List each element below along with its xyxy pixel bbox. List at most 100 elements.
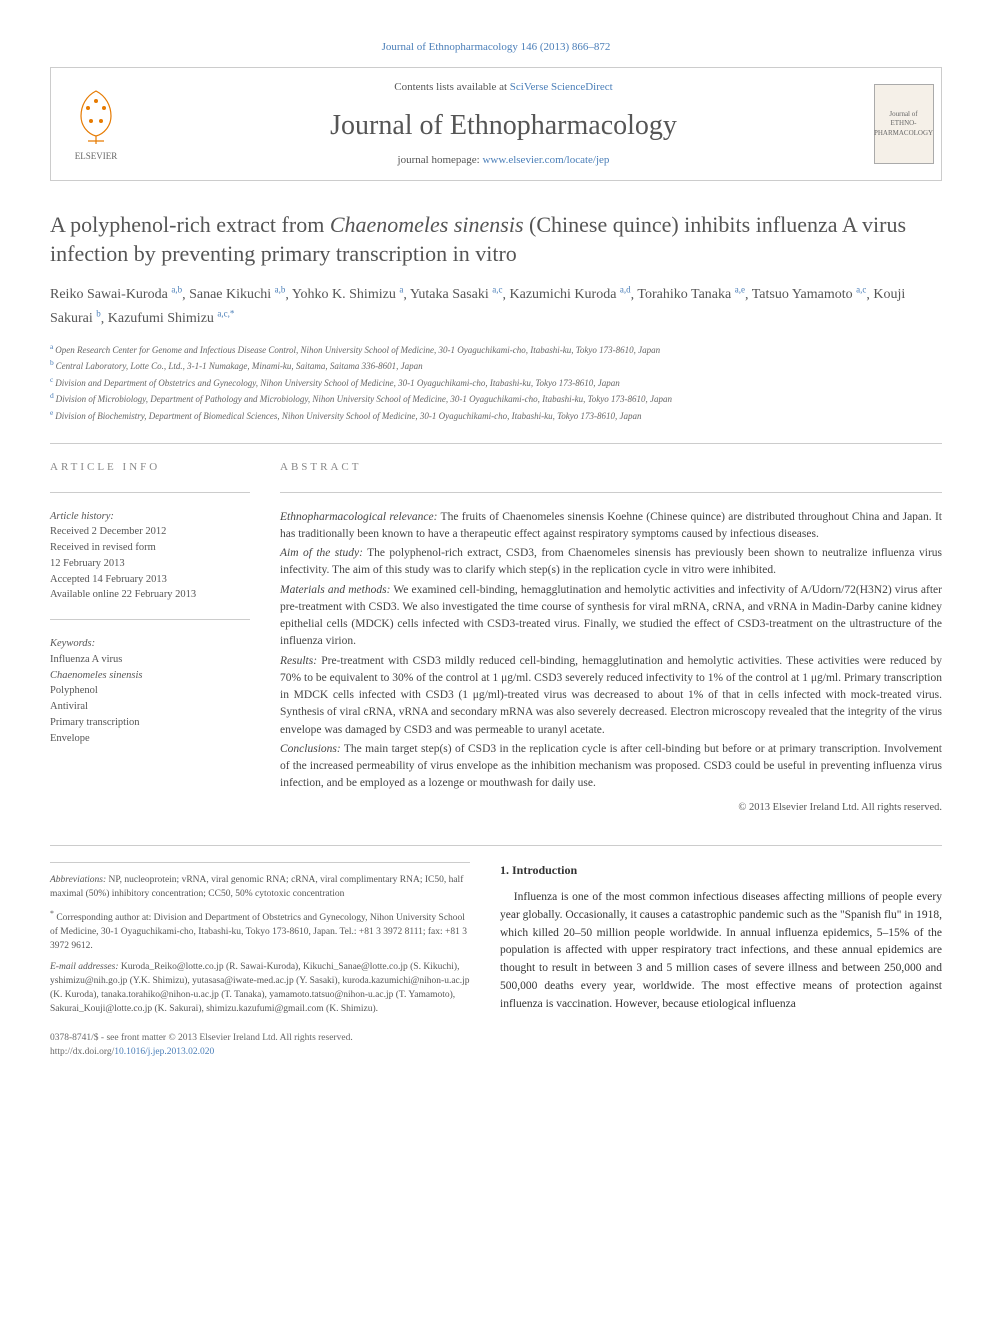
divider-bottom xyxy=(50,845,942,846)
author-refs: a xyxy=(399,285,403,295)
keywords-label: Keywords: xyxy=(50,636,250,652)
divider xyxy=(50,443,942,444)
affiliations-list: a Open Research Center for Genome and In… xyxy=(50,341,942,424)
affiliation-text: Division of Biochemistry, Department of … xyxy=(55,411,641,421)
doi-link[interactable]: 10.1016/j.jep.2013.02.020 xyxy=(114,1047,214,1057)
author-name: Torahiko Tanaka xyxy=(637,287,731,302)
affiliation-ref-link[interactable]: b xyxy=(178,285,183,295)
abstract-divider xyxy=(280,492,942,493)
keyword: Influenza A virus xyxy=(50,652,250,668)
author-refs: a,d xyxy=(620,285,631,295)
article-title: A polyphenol-rich extract from Chaenomel… xyxy=(50,211,942,268)
author-name: Tatsuo Yamamoto xyxy=(752,287,853,302)
affiliation-ref-link[interactable]: a xyxy=(856,285,860,295)
abstract-para-label: Ethnopharmacological relevance: xyxy=(280,511,437,523)
author: Sanae Kikuchi a,b xyxy=(189,287,285,302)
affiliation-ref-link[interactable]: d xyxy=(626,285,631,295)
affiliation-ref-link[interactable]: * xyxy=(230,309,235,319)
affiliation-ref-link[interactable]: a xyxy=(620,285,624,295)
info-divider xyxy=(50,492,250,493)
keyword: Primary transcription xyxy=(50,715,250,731)
homepage-link[interactable]: www.elsevier.com/locate/jep xyxy=(482,154,609,166)
abstract-para-label: Conclusions: xyxy=(280,743,341,755)
affiliation-text: Division and Department of Obstetrics an… xyxy=(55,378,620,388)
abstract-paragraph: Conclusions: The main target step(s) of … xyxy=(280,741,942,793)
author-refs: a,c,* xyxy=(217,309,234,319)
journal-name: Journal of Ethnopharmacology xyxy=(161,106,846,145)
cover-thumbnail: Journal of ETHNO-PHARMACOLOGY xyxy=(866,68,941,180)
affiliation-ref-link[interactable]: b xyxy=(281,285,286,295)
keyword: Envelope xyxy=(50,731,250,747)
affiliation-ref-link[interactable]: c xyxy=(224,309,228,319)
affiliation-ref-link[interactable]: a xyxy=(217,309,221,319)
abbreviations: Abbreviations: NP, nucleoprotein; vRNA, … xyxy=(50,873,470,902)
running-header: Journal of Ethnopharmacology 146 (2013) … xyxy=(50,40,942,55)
affiliation-ref-link[interactable]: a xyxy=(735,285,739,295)
author-refs: b xyxy=(96,309,101,319)
sciencedirect-link[interactable]: SciVerse ScienceDirect xyxy=(510,81,613,93)
keyword: Antiviral xyxy=(50,699,250,715)
copyright-line: © 2013 Elsevier Ireland Ltd. All rights … xyxy=(280,801,942,816)
emails-label: E-mail addresses: xyxy=(50,962,119,972)
corresponding-author: * Corresponding author at: Division and … xyxy=(50,908,470,954)
issn-line: 0378-8741/$ - see front matter © 2013 El… xyxy=(50,1031,470,1045)
abstract-para-label: Materials and methods: xyxy=(280,584,390,596)
affiliation-ref-link[interactable]: e xyxy=(741,285,745,295)
abstract-column: ABSTRACT Ethnopharmacological relevance:… xyxy=(280,460,942,815)
author-refs: a,b xyxy=(171,285,182,295)
affiliation-text: Central Laboratory, Lotte Co., Ltd., 3-1… xyxy=(56,361,423,371)
affiliation-text: Open Research Center for Genome and Infe… xyxy=(55,345,660,355)
introduction-heading: 1. Introduction xyxy=(500,862,942,879)
affiliation-ref-link[interactable]: a xyxy=(275,285,279,295)
abstract-para-body: The polyphenol-rich extract, CSD3, from … xyxy=(280,547,942,576)
keyword: Chaenomeles sinensis xyxy=(50,668,250,684)
article-info-column: ARTICLE INFO Article history: Received 2… xyxy=(50,460,250,815)
article-history: Article history: Received 2 December 201… xyxy=(50,509,250,604)
history-line: Accepted 14 February 2013 xyxy=(50,572,250,588)
abstract-para-label: Results: xyxy=(280,655,317,667)
footnotes-column: Abbreviations: NP, nucleoprotein; vRNA, … xyxy=(50,862,470,1059)
abstract-para-label: Aim of the study: xyxy=(280,547,363,559)
corr-text: Corresponding author at: Division and De… xyxy=(50,913,467,952)
abbrev-text: NP, nucleoprotein; vRNA, viral genomic R… xyxy=(50,875,463,899)
keywords-block: Keywords: Influenza A virusChaenomeles s… xyxy=(50,636,250,746)
bottom-row: Abbreviations: NP, nucleoprotein; vRNA, … xyxy=(50,862,942,1059)
history-line: Received in revised form xyxy=(50,540,250,556)
author: Kazumichi Kuroda a,d xyxy=(510,287,631,302)
elsevier-tree-icon xyxy=(66,86,126,146)
author-name: Kazumichi Kuroda xyxy=(510,287,617,302)
introduction-text: Influenza is one of the most common infe… xyxy=(500,889,942,1014)
title-species: Chaenomeles sinensis xyxy=(330,212,524,237)
cover-label-main: ETHNO-PHARMACOLOGY xyxy=(874,119,933,139)
history-line: Available online 22 February 2013 xyxy=(50,587,250,603)
info-abstract-row: ARTICLE INFO Article history: Received 2… xyxy=(50,460,942,815)
article-info-heading: ARTICLE INFO xyxy=(50,460,250,475)
author-refs: a,e xyxy=(735,285,745,295)
affiliation-ref-link[interactable]: c xyxy=(499,285,503,295)
author-name: Yutaka Sasaki xyxy=(410,287,489,302)
doi-line: http://dx.doi.org/10.1016/j.jep.2013.02.… xyxy=(50,1045,470,1059)
author: Yutaka Sasaki a,c xyxy=(410,287,503,302)
running-header-link[interactable]: Journal of Ethnopharmacology 146 (2013) … xyxy=(382,41,611,53)
cover-label-top: Journal of xyxy=(889,110,917,120)
abbrev-label: Abbreviations: xyxy=(50,875,106,885)
author: Tatsuo Yamamoto a,c xyxy=(752,287,867,302)
header-center: Contents lists available at SciVerse Sci… xyxy=(141,68,866,180)
author-name: Yohko K. Shimizu xyxy=(292,287,396,302)
affiliation-ref-link[interactable]: a xyxy=(399,285,403,295)
page: Journal of Ethnopharmacology 146 (2013) … xyxy=(0,0,992,1099)
author-refs: a,c xyxy=(492,285,502,295)
affiliation-text: Division of Microbiology, Department of … xyxy=(56,394,672,404)
author-name: Kazufumi Shimizu xyxy=(108,311,214,326)
affiliation-ref-link[interactable]: a xyxy=(492,285,496,295)
history-label: Article history: xyxy=(50,509,250,525)
cover-image: Journal of ETHNO-PHARMACOLOGY xyxy=(874,84,934,164)
authors-list: Reiko Sawai-Kuroda a,b, Sanae Kikuchi a,… xyxy=(50,283,942,331)
doi-prefix: http://dx.doi.org/ xyxy=(50,1047,114,1057)
affiliation-ref-link[interactable]: a xyxy=(171,285,175,295)
affiliation-ref-link[interactable]: c xyxy=(862,285,866,295)
abstract-paragraph: Materials and methods: We examined cell-… xyxy=(280,582,942,651)
homepage-line: journal homepage: www.elsevier.com/locat… xyxy=(161,153,846,168)
email-addresses: E-mail addresses: Kuroda_Reiko@lotte.co.… xyxy=(50,960,470,1017)
affiliation-ref-link[interactable]: b xyxy=(96,309,101,319)
